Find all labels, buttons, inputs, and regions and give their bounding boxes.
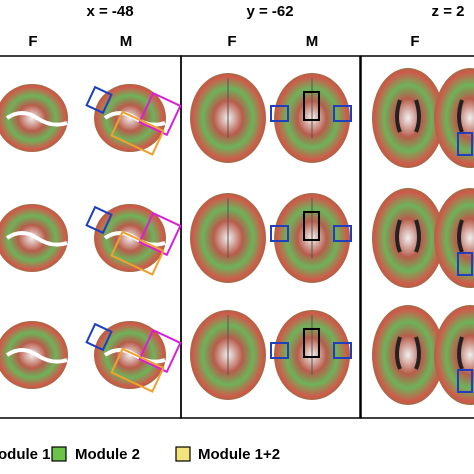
ventricles (395, 99, 421, 133)
roi-box (85, 322, 113, 352)
legend-swatch (51, 446, 67, 462)
axial-slice (372, 68, 444, 168)
roi-box (85, 205, 113, 235)
column-label: F (28, 33, 37, 50)
roi-box (110, 230, 165, 276)
legend-label: Module 2 (75, 446, 140, 463)
roi-box (303, 328, 320, 358)
sulci (5, 348, 68, 364)
roi-box (303, 211, 320, 241)
roi-box (270, 342, 289, 359)
view-label: x = -48 (86, 3, 133, 20)
ventricles (457, 336, 464, 370)
roi-box (270, 225, 289, 242)
legend-label: odule 1 (0, 446, 51, 463)
column-label: M (120, 33, 133, 50)
axial-slice (372, 188, 444, 288)
column-label: M (306, 33, 319, 50)
roi-box (138, 328, 182, 374)
roi-box (457, 369, 473, 393)
roi-box (457, 252, 473, 276)
roi-box (270, 105, 289, 122)
axial-slice (434, 305, 474, 405)
axial-slice (434, 68, 474, 168)
view-label: z = 2 (432, 3, 465, 20)
ventricles (395, 336, 421, 370)
axial-slice (434, 188, 474, 288)
sulci (5, 231, 68, 247)
ventricles (457, 219, 464, 253)
ventricles (457, 99, 464, 133)
brain-images (0, 68, 474, 405)
legend: odule 1 Module 2 Module 1+2 (0, 446, 280, 463)
roi-box (333, 225, 352, 242)
ventricles (395, 219, 421, 253)
roi-box (85, 85, 113, 115)
roi-box (110, 347, 165, 393)
roi-box (333, 105, 352, 122)
sulci (5, 111, 68, 127)
legend-swatch (175, 446, 191, 462)
roi-box (457, 132, 473, 156)
legend-label: Module 1+2 (198, 446, 280, 463)
axial-slice (372, 305, 444, 405)
roi-box (303, 91, 320, 121)
view-label: y = -62 (246, 3, 293, 20)
column-label: F (410, 33, 419, 50)
roi-box (138, 91, 182, 137)
roi-box (110, 110, 165, 156)
panel-frames (0, 55, 474, 419)
roi-box (138, 211, 182, 257)
roi-box (333, 342, 352, 359)
column-label: F (227, 33, 236, 50)
